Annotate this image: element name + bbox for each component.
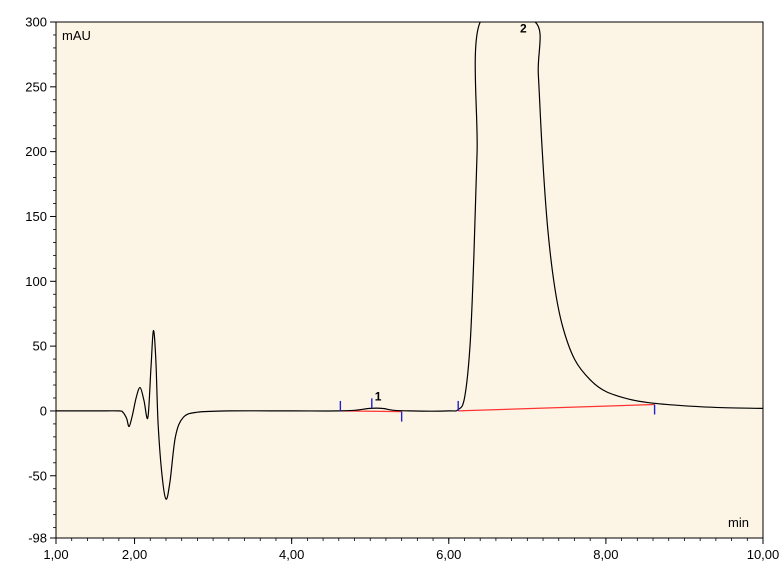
x-tick-label-3: 4,00 — [279, 547, 304, 562]
x-tick-label-2: 2,00 — [122, 547, 147, 562]
y-tick-label-8: 250 — [25, 79, 47, 94]
x-tick-label-4: 6,00 — [436, 547, 461, 562]
x-tick-label-1: 1,00 — [43, 547, 68, 562]
y-tick-label-3: 0 — [40, 403, 47, 418]
plot-area-background — [56, 22, 763, 538]
y-tick-label-9: 300 — [25, 15, 47, 30]
axis-layer: 1,00 2,00 4,00 6,00 8,00 10,00 -98 -50 0 50 100 150… — [25, 15, 779, 563]
plot-area-frame — [55, 21, 764, 539]
peak-label-2: 2 — [520, 21, 527, 35]
y-tick-label-6: 150 — [25, 209, 47, 224]
x-tick-label-5: 8,00 — [593, 547, 618, 562]
signal-trace-1 — [56, 22, 763, 500]
data-layer: 12 — [56, 21, 763, 500]
peak-label-1: 1 — [375, 390, 382, 404]
y-tick-label-5: 100 — [25, 274, 47, 289]
y-tick-label-7: 200 — [25, 144, 47, 159]
x-axis-unit-label: min — [728, 515, 749, 530]
y-tick-label-2: -50 — [28, 468, 47, 483]
x-tick-label-6: 10,00 — [747, 547, 780, 562]
y-axis-unit-label: mAU — [62, 28, 91, 43]
baseline-2 — [458, 403, 655, 412]
y-tick-label-4: 50 — [33, 339, 47, 354]
y-tick-label-1: -98 — [28, 531, 47, 546]
